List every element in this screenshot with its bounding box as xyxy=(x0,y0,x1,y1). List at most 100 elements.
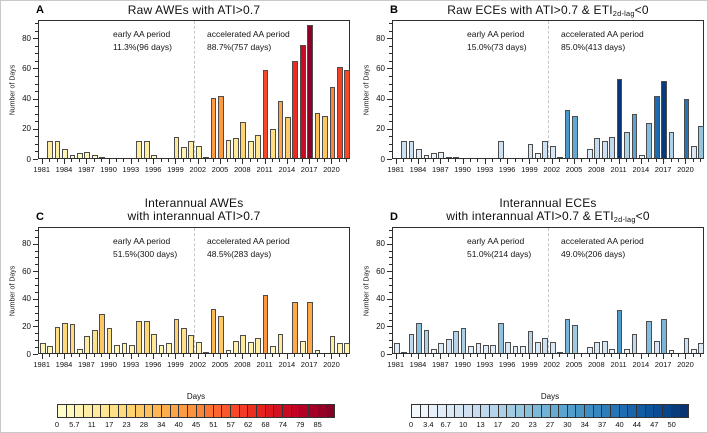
y-axis-tick xyxy=(389,305,392,307)
y-axis-tick-label: 0 xyxy=(380,154,385,164)
x-axis-tick xyxy=(477,159,479,162)
y-axis-tick xyxy=(389,91,392,92)
x-axis-tick xyxy=(440,159,442,164)
x-axis-tick-label: 2008 xyxy=(587,360,605,369)
x-axis-tick xyxy=(220,159,221,164)
x-axis-tick xyxy=(559,159,561,162)
y-axis-tick-label: 40 xyxy=(22,94,31,104)
bar-1988 xyxy=(445,156,452,158)
x-axis-tick xyxy=(116,354,117,357)
bar-1985 xyxy=(69,154,76,158)
y-axis-tick xyxy=(389,143,392,145)
y-axis-tick-label: 20 xyxy=(376,321,385,331)
annotation-accelerated: accelerated AA period 49.0%(206 days) xyxy=(561,235,644,261)
y-axis-tick xyxy=(33,298,38,300)
x-axis-tick xyxy=(294,354,296,357)
x-axis-tick xyxy=(678,354,679,357)
x-axis-tick xyxy=(212,159,214,162)
bar-2017 xyxy=(307,301,313,353)
x-axis-tick-label: 1990 xyxy=(100,360,117,369)
annotation-early: early AA period 15.0%(73 days) xyxy=(467,28,527,54)
bar-1998 xyxy=(166,343,172,353)
y-axis-tick-label: 20 xyxy=(22,124,31,134)
bar-1991 xyxy=(468,346,474,353)
x-axis-tick xyxy=(611,159,613,162)
bar-2003 xyxy=(557,351,563,353)
x-axis-tick xyxy=(462,354,464,359)
y-axis-tick xyxy=(389,236,392,238)
x-axis-tick-label: 2002 xyxy=(189,165,207,174)
x-axis-tick xyxy=(168,159,169,162)
bar-1996 xyxy=(151,154,157,158)
bar-1995 xyxy=(497,322,504,353)
x-axis-tick xyxy=(324,354,325,357)
colorbar-cells xyxy=(57,404,335,418)
x-axis-tick xyxy=(182,159,184,162)
colorbar-tick-label: 0 xyxy=(408,420,414,429)
y-axis-tick xyxy=(35,347,38,349)
period-divider xyxy=(548,21,549,158)
bar-2001 xyxy=(542,337,549,353)
colorbar-tick-label: 68 xyxy=(261,420,270,429)
x-axis-tick-label: 1990 xyxy=(454,165,471,174)
x-axis-tick xyxy=(234,354,236,357)
x-axis-tick xyxy=(551,354,553,359)
x-axis-tick-label: 1990 xyxy=(454,360,471,369)
bar-2021 xyxy=(691,348,697,353)
colorbar-tick-label: 74 xyxy=(278,420,288,429)
x-axis-tick xyxy=(462,159,464,164)
panel-title-line: Raw AWEs with ATI>0.7 xyxy=(38,4,350,17)
plot-area: early AA period 15.0%(73 days) accelerat… xyxy=(392,20,705,159)
y-axis-tick xyxy=(389,106,392,108)
y-axis-tick-label: 60 xyxy=(22,266,31,276)
x-axis-tick xyxy=(153,159,155,164)
bar-2000 xyxy=(181,147,187,158)
y-axis-tick xyxy=(35,106,38,108)
period-divider xyxy=(194,21,195,158)
x-axis-tick-label: 1993 xyxy=(476,360,494,369)
x-axis-tick xyxy=(618,159,620,164)
bar-2011 xyxy=(262,70,269,158)
panel-title-line: Raw ECEs with ATI>0.7 & ETI2d-lag<0 xyxy=(392,4,704,20)
bar-2011 xyxy=(616,310,623,353)
x-axis-tick-label: 2020 xyxy=(677,360,694,369)
bar-2008 xyxy=(240,121,247,158)
bar-2021 xyxy=(337,343,343,353)
x-axis-tick xyxy=(663,159,665,164)
bar-1991 xyxy=(114,344,120,353)
x-axis-tick xyxy=(685,354,687,359)
x-axis-tick xyxy=(123,159,125,162)
bar-2014 xyxy=(285,117,291,158)
x-axis-tick xyxy=(536,354,538,357)
x-axis-tick-label: 2005 xyxy=(565,360,583,369)
bar-2000 xyxy=(181,328,187,353)
bar-1997 xyxy=(158,344,165,353)
x-axis-tick xyxy=(160,159,162,162)
colorbar-tick-label: 45 xyxy=(191,420,201,429)
y-axis-tick xyxy=(389,333,392,335)
x-axis-tick xyxy=(279,159,281,162)
x-axis-tick xyxy=(108,354,110,359)
bar-1983 xyxy=(408,333,415,353)
title-subscript: 2d-lag xyxy=(613,215,636,225)
x-axis-tick xyxy=(101,354,103,357)
colorbar-tick-label: 30 xyxy=(563,420,572,429)
y-axis-tick-label: 40 xyxy=(376,94,385,104)
bar-2004 xyxy=(210,308,217,353)
bar-1995 xyxy=(143,321,150,353)
x-axis-tick-label: 1984 xyxy=(55,360,73,369)
bar-2018 xyxy=(314,112,321,158)
x-axis-tick-label: 1984 xyxy=(409,165,427,174)
x-axis-tick-label: 2014 xyxy=(278,165,296,174)
y-axis-tick xyxy=(389,250,392,252)
x-axis-tick-label: 1981 xyxy=(387,360,405,369)
bar-1985 xyxy=(69,324,76,353)
colorbar-tick-label: 51 xyxy=(209,420,218,429)
x-axis-tick xyxy=(301,159,303,162)
y-axis-tick xyxy=(389,75,392,77)
x-axis-tick xyxy=(410,159,412,162)
y-axis-tick xyxy=(389,278,392,280)
bar-2008 xyxy=(240,335,247,353)
x-axis-tick xyxy=(514,354,516,357)
x-axis-tick xyxy=(544,159,546,162)
